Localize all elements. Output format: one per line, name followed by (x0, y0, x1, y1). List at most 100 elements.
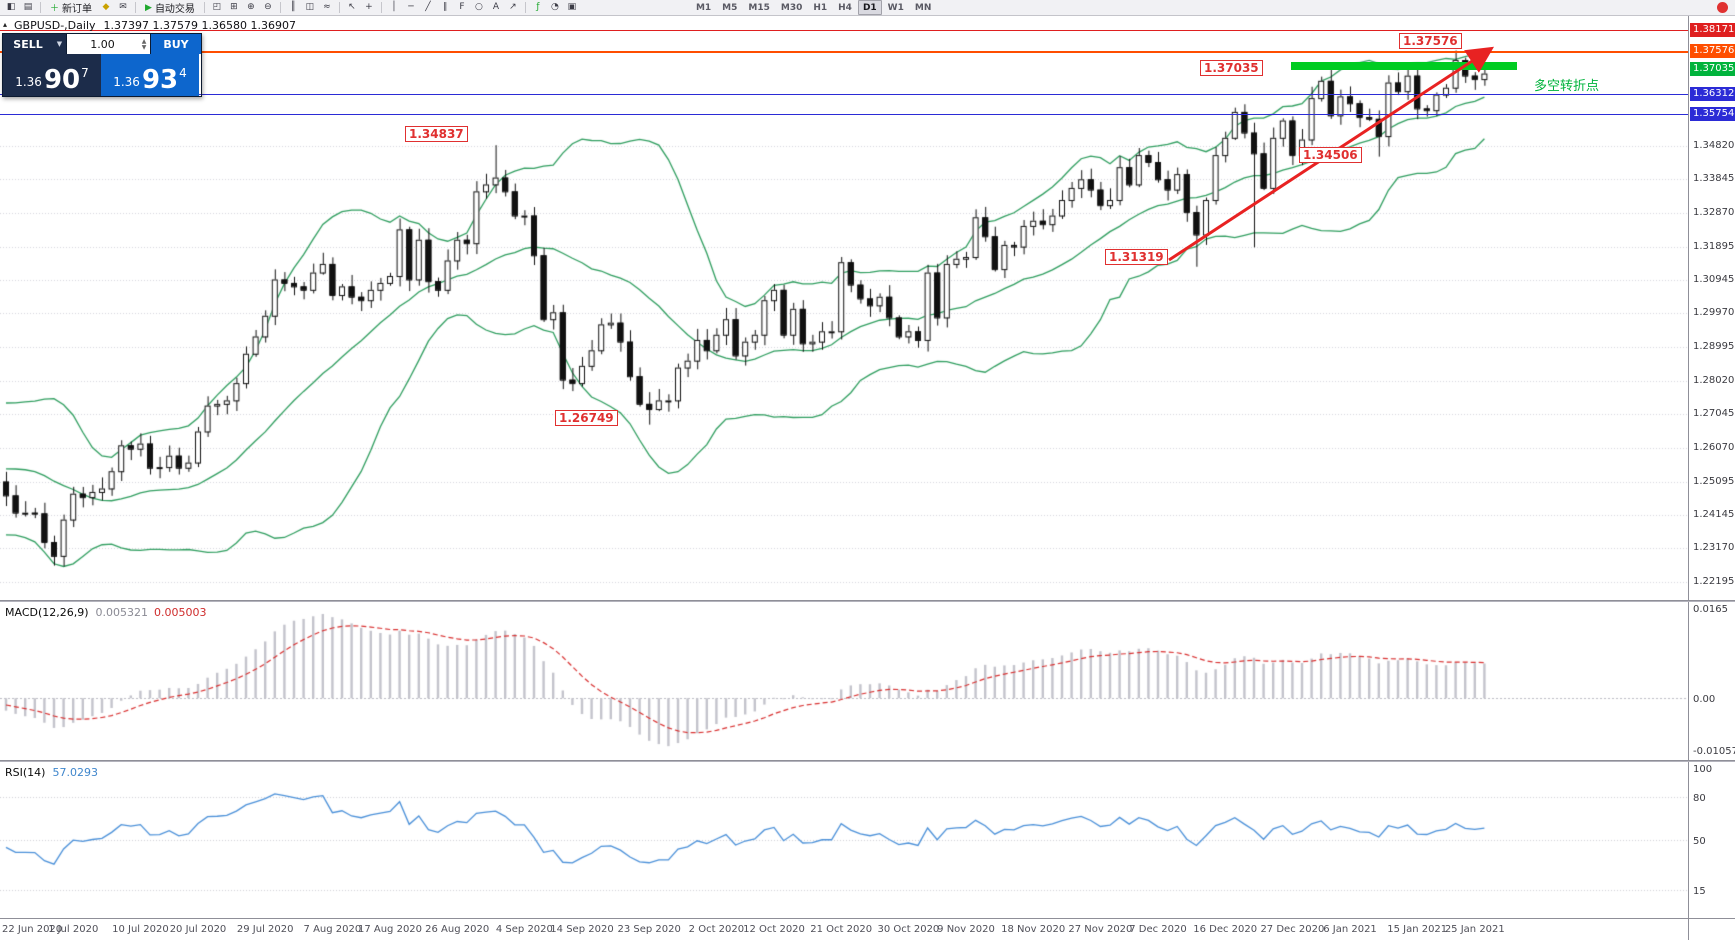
date-axis-label: 16 Dec 2020 (1193, 924, 1258, 935)
date-axis-label: 6 Jan 2021 (1323, 924, 1377, 935)
fibonacci-icon[interactable]: F (459, 2, 465, 12)
timeframe-m30[interactable]: M30 (780, 2, 803, 13)
timeframe-toolbar: M1 M5 M15 M30 H1 H4 D1 W1 MN (691, 0, 936, 15)
chart-title: GBPUSD-,Daily 1.37397 1.37579 1.36580 1.3… (14, 19, 296, 32)
symbol-period-label: GBPUSD-,Daily (14, 19, 96, 32)
ask-pip-digit: 4 (179, 66, 187, 80)
date-axis-label: 14 Sep 2020 (550, 924, 614, 935)
horizontal-level-line[interactable] (0, 51, 1688, 53)
toolbar-separator (135, 2, 137, 13)
chart-window-icon[interactable]: ◧ (6, 2, 16, 12)
price-level-badge: 1.38171 (1690, 23, 1735, 37)
toolbar-separator (40, 2, 41, 13)
timeframe-d1[interactable]: D1 (857, 0, 882, 15)
lot-size-input[interactable] (67, 36, 138, 52)
cursor-icon[interactable]: ↖ (348, 2, 356, 12)
autotrading-button[interactable]: ▶ 自动交易 (140, 1, 200, 16)
candle-chart-icon[interactable]: ◫ (305, 2, 315, 12)
horizontal-level-line[interactable] (0, 30, 1688, 31)
price-axis-label: 1.27045 (1693, 408, 1735, 420)
price-axis-label: 1.22195 (1693, 575, 1735, 587)
timeframe-m15[interactable]: M15 (748, 2, 770, 13)
bid-big-digits: 90 (43, 65, 81, 95)
date-axis-label: 26 Aug 2020 (425, 924, 490, 935)
new-order-button[interactable]: ＋新订单 (45, 1, 97, 15)
turning-point-label[interactable]: 多空转折点 (1534, 79, 1600, 94)
rsi-panel-separator[interactable] (0, 760, 1735, 762)
templates-icon[interactable]: ▣ (567, 2, 577, 12)
price-callout[interactable]: 1.31319 (1105, 249, 1168, 265)
date-axis-label: 17 Aug 2020 (357, 924, 423, 935)
date-axis-label: 21 Oct 2020 (810, 924, 873, 935)
buy-button[interactable]: BUY (151, 34, 201, 54)
date-axis-label: 2 Oct 2020 (688, 924, 745, 935)
horizontal-line-icon[interactable]: ─ (408, 2, 414, 12)
notification-badge[interactable] (1717, 2, 1728, 13)
ohlc-values: 1.37397 1.37579 1.36580 1.36907 (103, 19, 296, 32)
toolbar-separator (524, 2, 526, 13)
text-label-icon[interactable]: A (492, 2, 500, 12)
timeframe-mn[interactable]: MN (914, 2, 932, 13)
toolbar-separator (279, 2, 281, 13)
channel-icon[interactable]: ∥ (442, 2, 448, 12)
bid-price[interactable]: 1.36 90 7 (3, 54, 101, 96)
horizontal-level-line[interactable] (0, 94, 1688, 95)
zoom-in-icon[interactable]: ⊕ (247, 2, 255, 12)
bar-chart-icon[interactable]: ║ (290, 2, 296, 12)
arrow-objects-icon[interactable]: ↗ (509, 2, 517, 12)
bid-pip-digit: 7 (81, 66, 89, 80)
price-level-badge: 1.36312 (1690, 87, 1735, 102)
macd-indicator-label: MACD(12,26,9) 0.005321 0.005003 (5, 606, 207, 619)
timeframe-m5[interactable]: M5 (722, 2, 738, 13)
tile-windows-icon[interactable]: ⊞ (230, 2, 238, 12)
rsi-axis-label: 50 (1693, 836, 1706, 847)
ask-prefix: 1.36 (113, 75, 140, 89)
mailbox-icon[interactable]: ✉ (119, 2, 127, 12)
price-level-badge: 1.37576 (1690, 43, 1735, 58)
price-callout[interactable]: 1.34506 (1299, 147, 1362, 163)
price-axis-label: 1.30945 (1693, 273, 1735, 285)
macd-axis-label: 0.0165 (1693, 604, 1728, 615)
timeframe-m1[interactable]: M1 (695, 2, 712, 13)
zoom-out-icon[interactable]: ⊖ (264, 2, 272, 12)
lot-increase-button[interactable]: ▲ (141, 37, 147, 45)
date-axis-label: 7 Aug 2020 (303, 924, 362, 935)
indicators-icon[interactable]: ƒ (536, 2, 540, 12)
shapes-icon[interactable]: ○ (475, 2, 483, 12)
sell-button[interactable]: SELL (3, 34, 53, 54)
line-chart-icon[interactable]: ≈ (323, 2, 331, 12)
timeframe-h1[interactable]: H1 (813, 2, 828, 13)
periods-icon[interactable]: ◔ (551, 2, 559, 12)
cascade-windows-icon[interactable]: ◰ (212, 2, 222, 12)
date-axis-label: 22 Jun 2020 (2, 924, 63, 935)
macd-panel-separator[interactable] (0, 600, 1735, 602)
ask-price[interactable]: 1.36 93 4 (101, 54, 199, 96)
price-callout[interactable]: 1.37035 (1200, 60, 1263, 76)
resistance-zone-rectangle[interactable] (1291, 62, 1517, 70)
trendline-icon[interactable]: ╱ (425, 2, 431, 12)
date-axis-label: 18 Nov 2020 (1001, 924, 1066, 935)
alerts-icon[interactable]: ◆ (102, 2, 110, 12)
lot-decrease-button[interactable]: ▼ (141, 43, 147, 51)
profiles-icon[interactable]: ▤ (23, 2, 33, 12)
price-axis-label: 1.32870 (1693, 207, 1735, 219)
vertical-line-icon[interactable]: │ (391, 2, 397, 12)
toolbar-separator (203, 2, 205, 13)
price-callout[interactable]: 1.34837 (405, 126, 468, 142)
autotrading-button-label: 自动交易 (154, 4, 195, 15)
date-axis-label: 10 Jul 2020 (112, 924, 169, 935)
chevron-down-icon[interactable]: ▼ (53, 34, 66, 54)
price-callout[interactable]: 1.37576 (1399, 33, 1462, 49)
price-callout[interactable]: 1.26749 (555, 410, 618, 426)
price-axis-label: 1.28995 (1693, 341, 1735, 353)
timeframe-h4[interactable]: H4 (838, 2, 852, 13)
collapse-panel-arrow[interactable]: ▴ (3, 20, 8, 29)
timeframe-w1[interactable]: W1 (887, 2, 904, 13)
horizontal-level-line[interactable] (0, 114, 1688, 115)
crosshair-icon[interactable]: + (365, 2, 373, 12)
date-axis-label: 15 Jan 2021 (1387, 924, 1448, 935)
toolbar-separator (380, 2, 382, 13)
price-axis-label: 1.26070 (1693, 442, 1735, 454)
toolbar: ◧ ▤ ＋新订单 ◆ ✉ ▶ 自动交易 ◰ ⊞ ⊕ ⊖ ║ ◫ ≈ ↖ + │ ─ ╱ ∥ F ○ A ↗ ƒ ◔ ▣ M1 M5 M15… (0, 0, 1735, 16)
